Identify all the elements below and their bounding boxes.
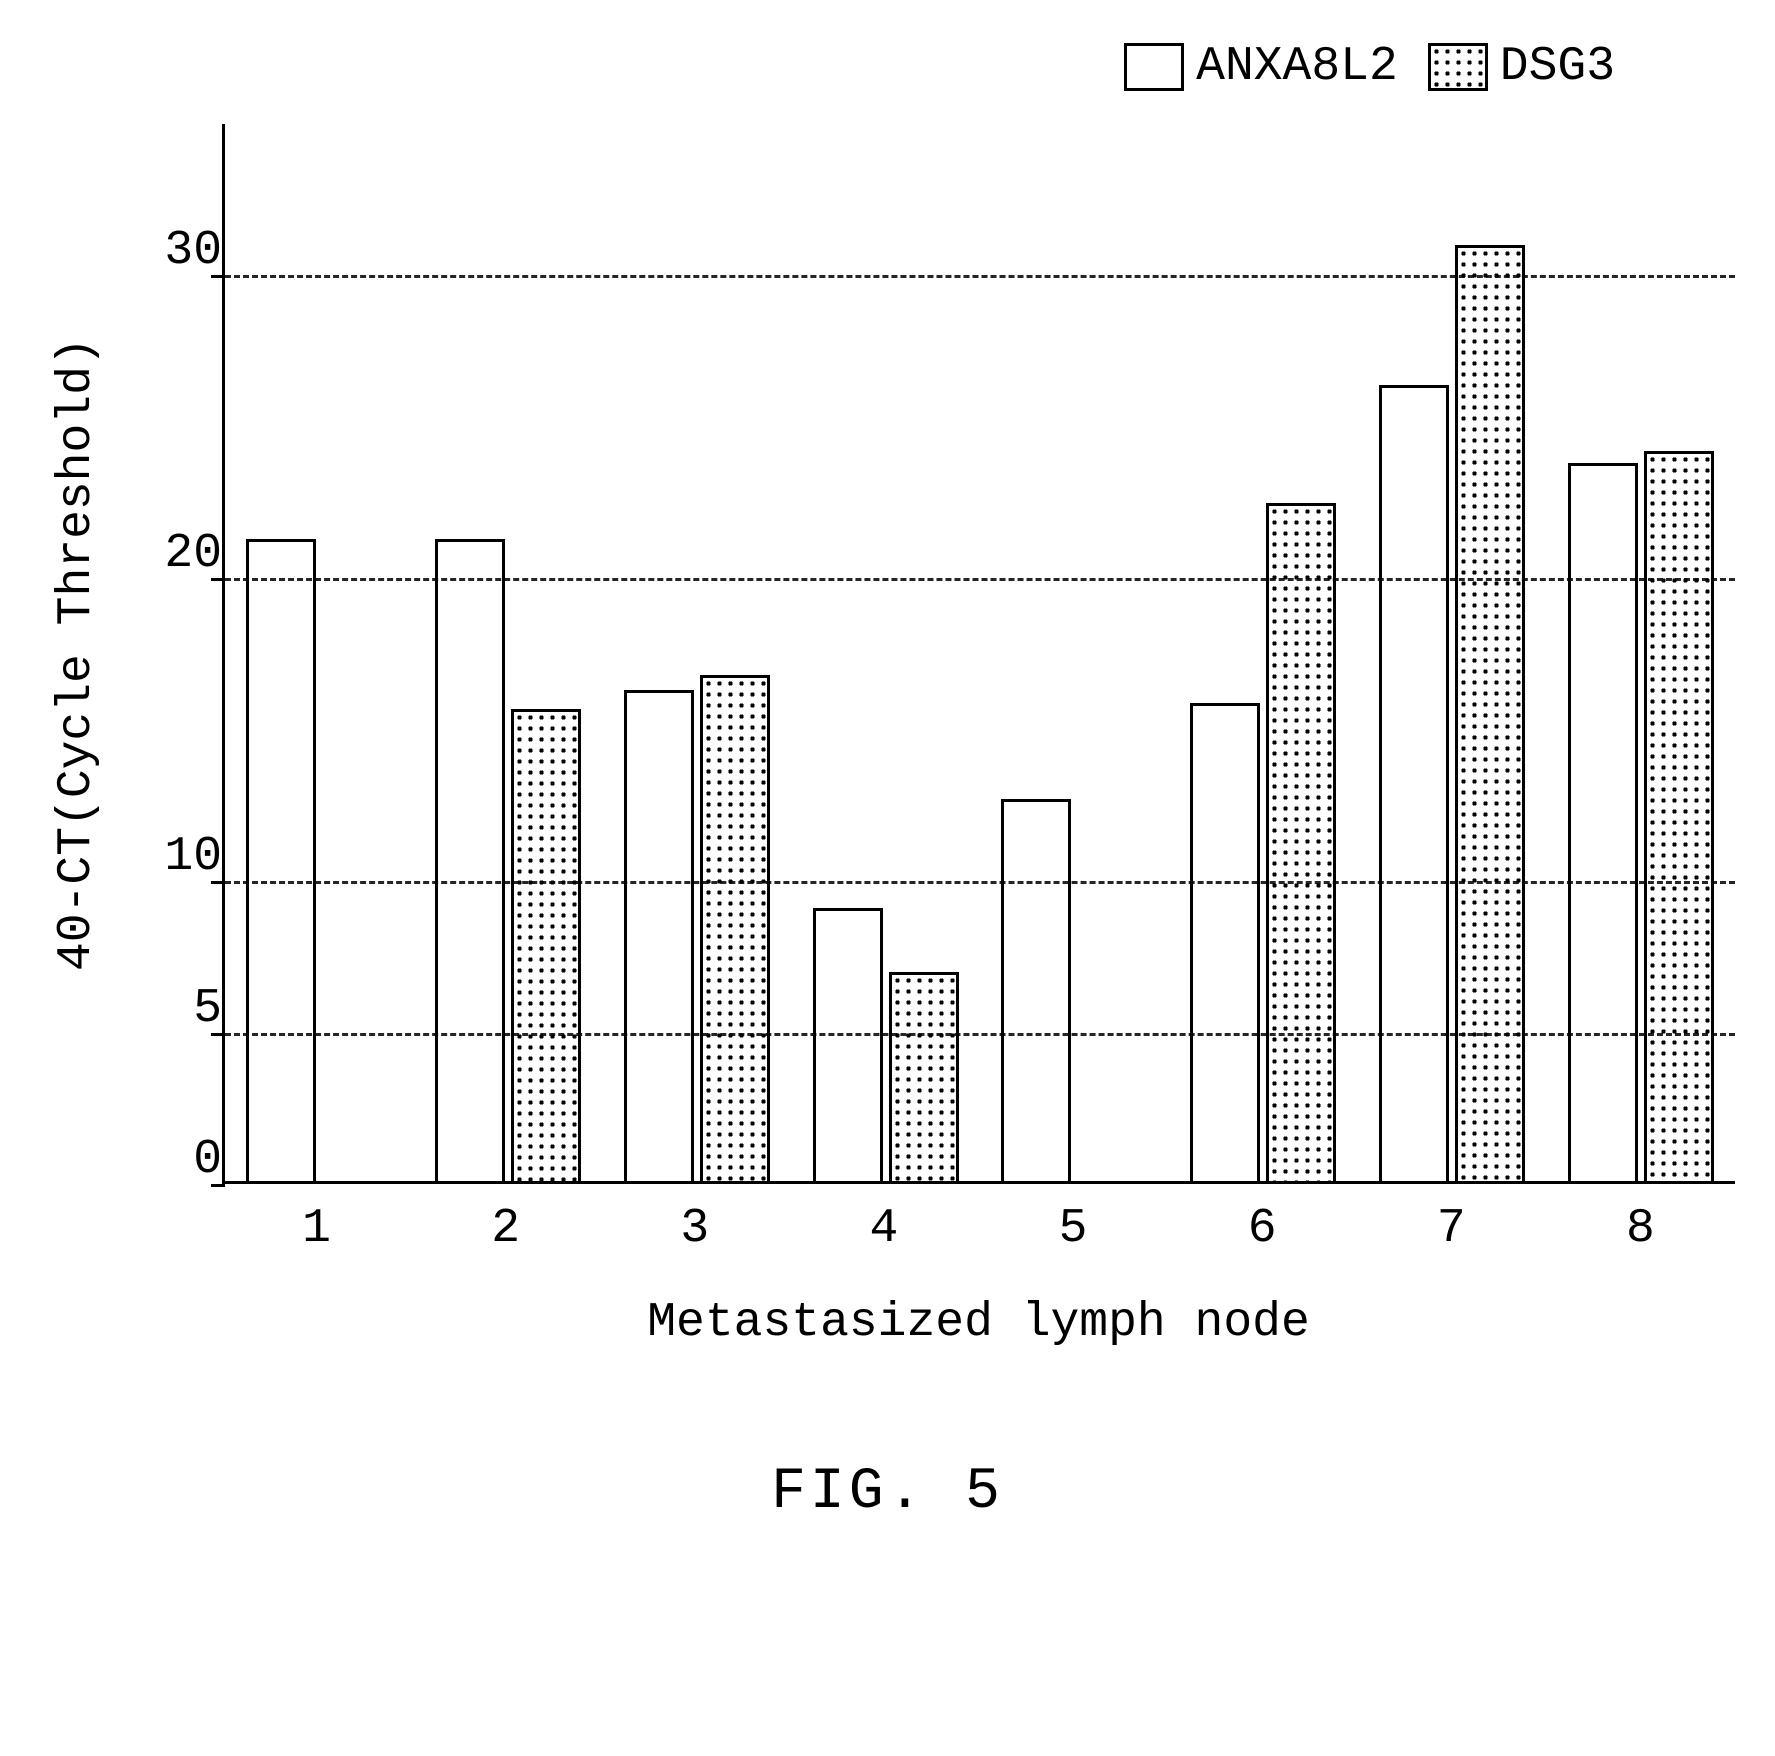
bar (813, 908, 883, 1181)
chart-area: 40-CT(Cycle Threshold) 30201050 (40, 124, 1735, 1184)
axis-spacer (40, 1202, 222, 1256)
y-tick-mark (211, 881, 225, 884)
bar (511, 709, 581, 1181)
legend: ANXA8L2 DSG3 (40, 40, 1735, 94)
grid-line (225, 881, 1735, 884)
bar-group (1169, 124, 1358, 1181)
bar (1455, 245, 1525, 1181)
x-tick: 2 (411, 1202, 600, 1256)
bar-group (225, 124, 414, 1181)
y-axis-label: 40-CT(Cycle Threshold) (40, 124, 114, 1184)
bar (1379, 385, 1449, 1182)
bar (1644, 451, 1714, 1181)
y-tick-mark (211, 1184, 225, 1187)
x-tick-row: 12345678 (222, 1202, 1735, 1256)
legend-item: ANXA8L2 (1124, 40, 1398, 94)
bar (700, 675, 770, 1181)
legend-swatch (1124, 43, 1184, 91)
bar (624, 690, 694, 1181)
bar-group (1358, 124, 1547, 1181)
x-tick: 3 (600, 1202, 789, 1256)
bar (1190, 703, 1260, 1182)
bar (1568, 463, 1638, 1181)
y-tick-mark (211, 1033, 225, 1036)
bar (435, 539, 505, 1181)
x-axis-label: Metastasized lymph node (40, 1296, 1735, 1350)
bar (1001, 799, 1071, 1181)
y-tick-mark (211, 275, 225, 278)
x-tick: 6 (1168, 1202, 1357, 1256)
y-tick-mark (211, 578, 225, 581)
figure: ANXA8L2 DSG3 40-CT(Cycle Threshold) 30201… (40, 40, 1735, 1525)
bar-group (414, 124, 603, 1181)
bars-layer (225, 124, 1735, 1181)
bar-group (791, 124, 980, 1181)
bar-group (603, 124, 792, 1181)
x-tick: 4 (789, 1202, 978, 1256)
bar (246, 539, 316, 1181)
x-tick: 7 (1357, 1202, 1546, 1256)
x-tick: 8 (1546, 1202, 1735, 1256)
grid-line (225, 275, 1735, 278)
figure-caption: FIG. 5 (40, 1460, 1735, 1525)
bar (889, 972, 959, 1181)
bar-group (1546, 124, 1735, 1181)
bar (1266, 503, 1336, 1181)
bar-group (980, 124, 1169, 1181)
plot-area (222, 124, 1735, 1184)
x-axis-label-text: Metastasized lymph node (647, 1296, 1310, 1350)
legend-swatch (1428, 43, 1488, 91)
grid-line (225, 1033, 1735, 1036)
grid-line (225, 578, 1735, 581)
legend-label: ANXA8L2 (1196, 40, 1398, 94)
x-tick: 5 (979, 1202, 1168, 1256)
y-axis-ticks: 30201050 (114, 124, 222, 1184)
x-tick: 1 (222, 1202, 411, 1256)
x-axis-ticks: 12345678 (40, 1202, 1735, 1256)
legend-label: DSG3 (1500, 40, 1615, 94)
legend-item: DSG3 (1428, 40, 1615, 94)
